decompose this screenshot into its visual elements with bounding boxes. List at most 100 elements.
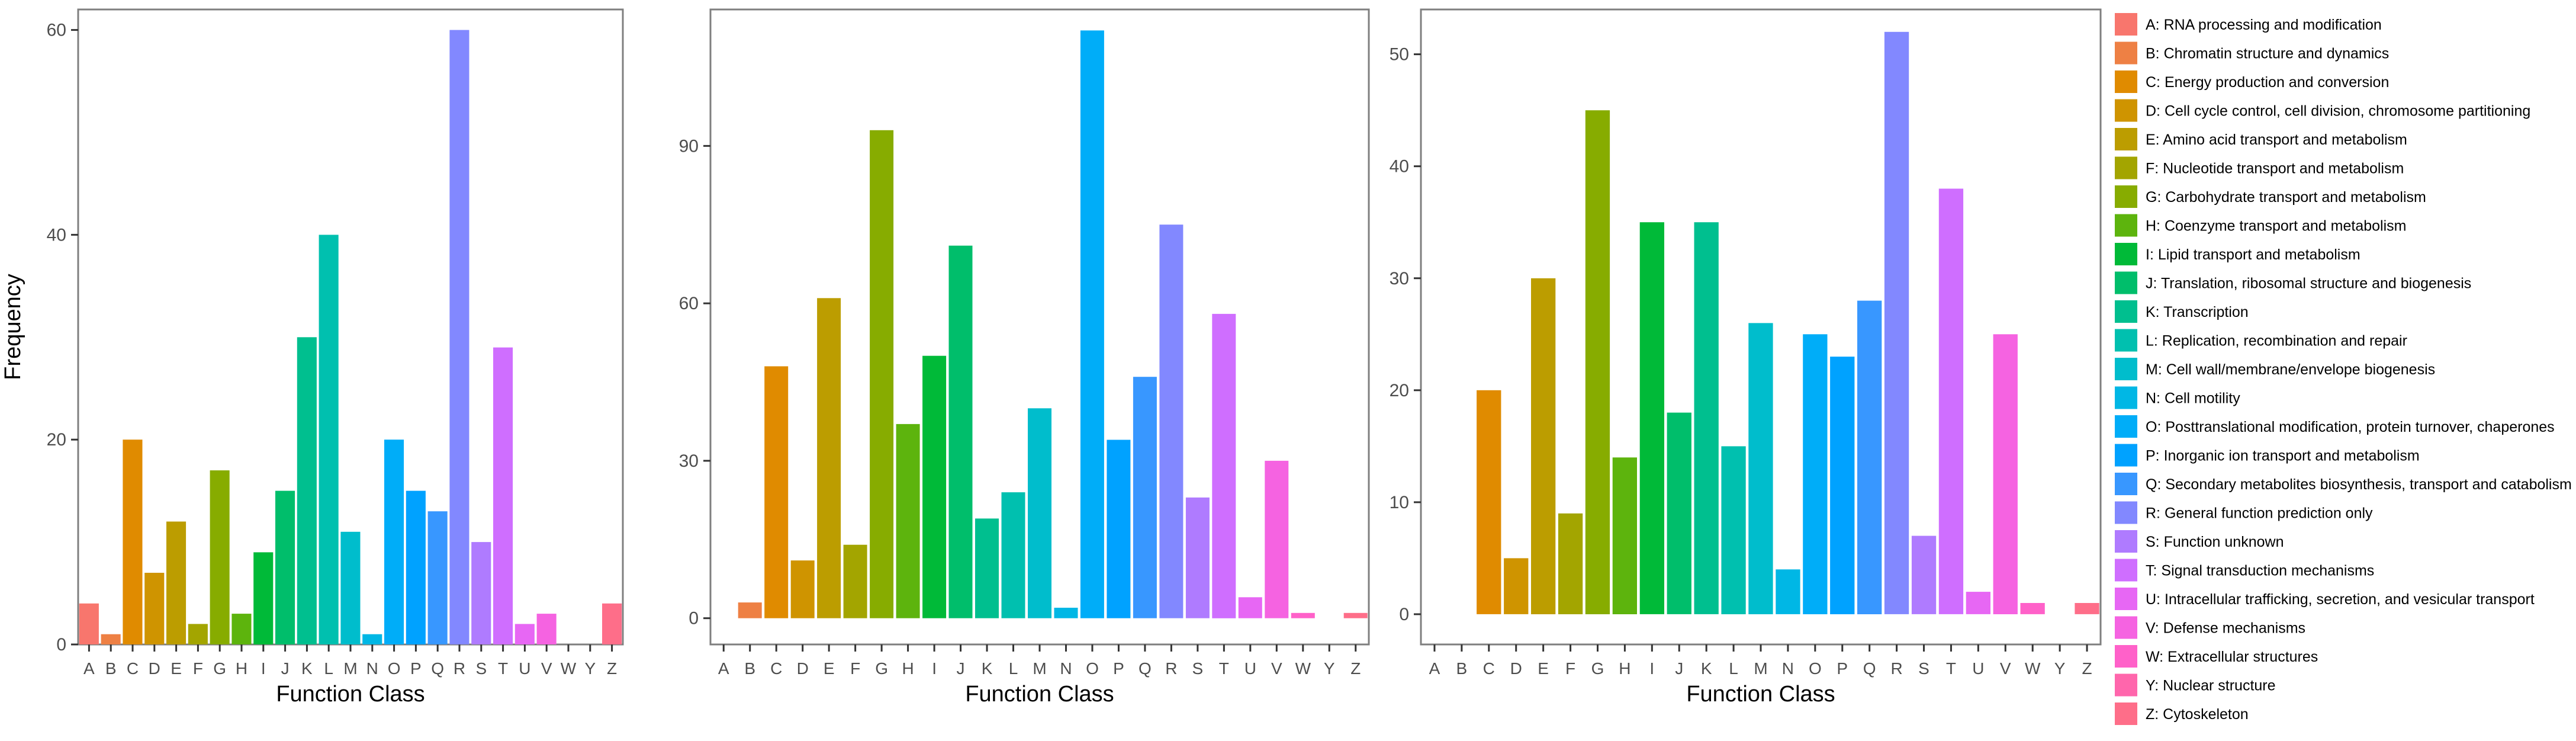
x-tick-label: U [519, 659, 530, 678]
bar-E [817, 298, 841, 618]
bar-W [2020, 603, 2045, 614]
legend-swatch [2115, 702, 2137, 725]
bar-Q [1857, 300, 1882, 615]
bar-U [514, 624, 535, 644]
x-tick-label: B [1456, 659, 1468, 678]
x-tick-label: V [541, 659, 552, 678]
x-tick-label: T [498, 659, 508, 678]
bar-M [1748, 323, 1773, 614]
legend-item-T: T: Signal transduction mechanisms [2115, 559, 2374, 582]
bar-I [253, 552, 274, 644]
legend-swatch [2115, 185, 2137, 208]
x-tick-label: L [1009, 659, 1018, 678]
legend-item-G: G: Carbohydrate transport and metabolism [2115, 185, 2426, 208]
bar-Z [1343, 612, 1368, 618]
bar-J [1667, 412, 1691, 614]
bar-H [1612, 457, 1637, 614]
y-tick-label: 0 [56, 635, 66, 655]
legend-label: V: Defense mechanisms [2146, 620, 2305, 637]
legend-label: Q: Secondary metabolites biosynthesis, t… [2146, 476, 2572, 493]
legend-item-E: E: Amino acid transport and metabolism [2115, 128, 2407, 150]
chart-panel-2: A B C D E F G H I J K L M N O P Q R S T U V W Y Z 0 30 60 90 Function… [679, 8, 1370, 707]
legend-label: T: Signal transduction mechanisms [2146, 563, 2374, 579]
bar-V [536, 614, 557, 644]
y-tick-label: 60 [47, 21, 66, 40]
x-tick-label: O [388, 659, 401, 678]
x-tick-label: O [1809, 659, 1822, 678]
legend-swatch [2115, 386, 2137, 409]
x-tick-label: E [171, 659, 182, 678]
y-tick-label: 30 [679, 451, 699, 471]
legend-swatch [2115, 616, 2137, 639]
x-tick-label: Q [1139, 659, 1152, 678]
legend-item-P: P: Inorganic ion transport and metabolis… [2115, 444, 2420, 467]
legend-label: J: Translation, ribosomal structure and … [2146, 275, 2471, 292]
bar-D [790, 560, 815, 618]
y-tick-label: 0 [689, 609, 699, 628]
legend-item-J: J: Translation, ribosomal structure and … [2115, 271, 2471, 294]
x-tick-label: Q [1863, 659, 1876, 678]
legend-item-K: K: Transcription [2115, 300, 2249, 323]
x-tick-label: F [850, 659, 860, 678]
legend-item-F: F: Nucleotide transport and metabolism [2115, 156, 2404, 179]
bar-F [188, 624, 208, 644]
x-tick-label: J [281, 659, 290, 678]
y-axis-title: Frequency [1, 274, 25, 380]
x-tick-label: J [957, 659, 965, 678]
legend-swatch [2115, 501, 2137, 524]
bar-N [362, 634, 382, 644]
legend-label: Y: Nuclear structure [2146, 678, 2276, 694]
y-tick-label: 40 [1390, 157, 1409, 177]
bar-P [1107, 440, 1131, 618]
x-tick-label: V [2000, 659, 2011, 678]
x-tick-label: A [718, 659, 729, 678]
legend-label: P: Inorganic ion transport and metabolis… [2146, 448, 2420, 464]
y-tick-label: 30 [1390, 269, 1409, 288]
x-tick-label: L [324, 659, 333, 678]
bar-F [1558, 513, 1583, 614]
legend-label: B: Chromatin structure and dynamics [2146, 46, 2389, 62]
legend-item-C: C: Energy production and conversion [2115, 70, 2389, 93]
legend-label: I: Lipid transport and metabolism [2146, 246, 2360, 263]
x-tick-label: Z [607, 659, 617, 678]
x-tick-label: S [1192, 659, 1204, 678]
legend-item-Y: Y: Nuclear structure [2115, 673, 2276, 697]
legend-label: A: RNA processing and modification [2146, 17, 2382, 33]
legend-label: K: Transcription [2146, 304, 2249, 320]
legend-label: S: Function unknown [2146, 534, 2284, 550]
bar-N [1054, 608, 1078, 618]
legend-label: M: Cell wall/membrane/envelope biogenesi… [2146, 361, 2435, 378]
legend-item-N: N: Cell motility [2115, 386, 2240, 409]
x-tick-label: S [475, 659, 487, 678]
legend-label: G: Carbohydrate transport and metabolism [2146, 189, 2426, 206]
bar-S [1185, 497, 1210, 618]
legend-swatch [2115, 271, 2137, 294]
legend-swatch [2115, 588, 2137, 610]
x-tick-label: Z [1350, 659, 1361, 678]
bar-B [738, 602, 762, 618]
legend-item-Q: Q: Secondary metabolites biosynthesis, t… [2115, 473, 2572, 495]
bar-L [1001, 492, 1025, 618]
bar-Q [427, 511, 448, 644]
x-tick-label: G [213, 659, 226, 678]
y-tick-label: 0 [1399, 605, 1409, 624]
bar-I [922, 355, 947, 618]
x-tick-label: H [236, 659, 247, 678]
chart-panel-1: A B C D E F G H I J K L M N O P Q R S T U V W Y Z 0 20 40 60 Function… [1, 8, 624, 707]
legend-label: F: Nucleotide transport and metabolism [2146, 161, 2404, 177]
bar-G [870, 130, 894, 618]
legend-label: N: Cell motility [2146, 390, 2240, 407]
bar-R [1884, 31, 1909, 614]
x-tick-label: G [875, 659, 888, 678]
bar-D [144, 573, 165, 644]
legend-label: U: Intracellular trafficking, secretion,… [2146, 591, 2535, 608]
legend-item-H: H: Coenzyme transport and metabolism [2115, 214, 2406, 237]
bar-E [166, 521, 186, 644]
legend-label: O: Posttranslational modification, prote… [2146, 419, 2555, 435]
bar-V [1265, 460, 1289, 618]
legend-label: C: Energy production and conversion [2146, 74, 2389, 91]
y-tick-label: 40 [47, 225, 66, 245]
legend-item-Z: Z: Cytoskeleton [2115, 702, 2249, 725]
legend-swatch [2115, 156, 2137, 179]
legend-label: W: Extracellular structures [2146, 649, 2318, 665]
